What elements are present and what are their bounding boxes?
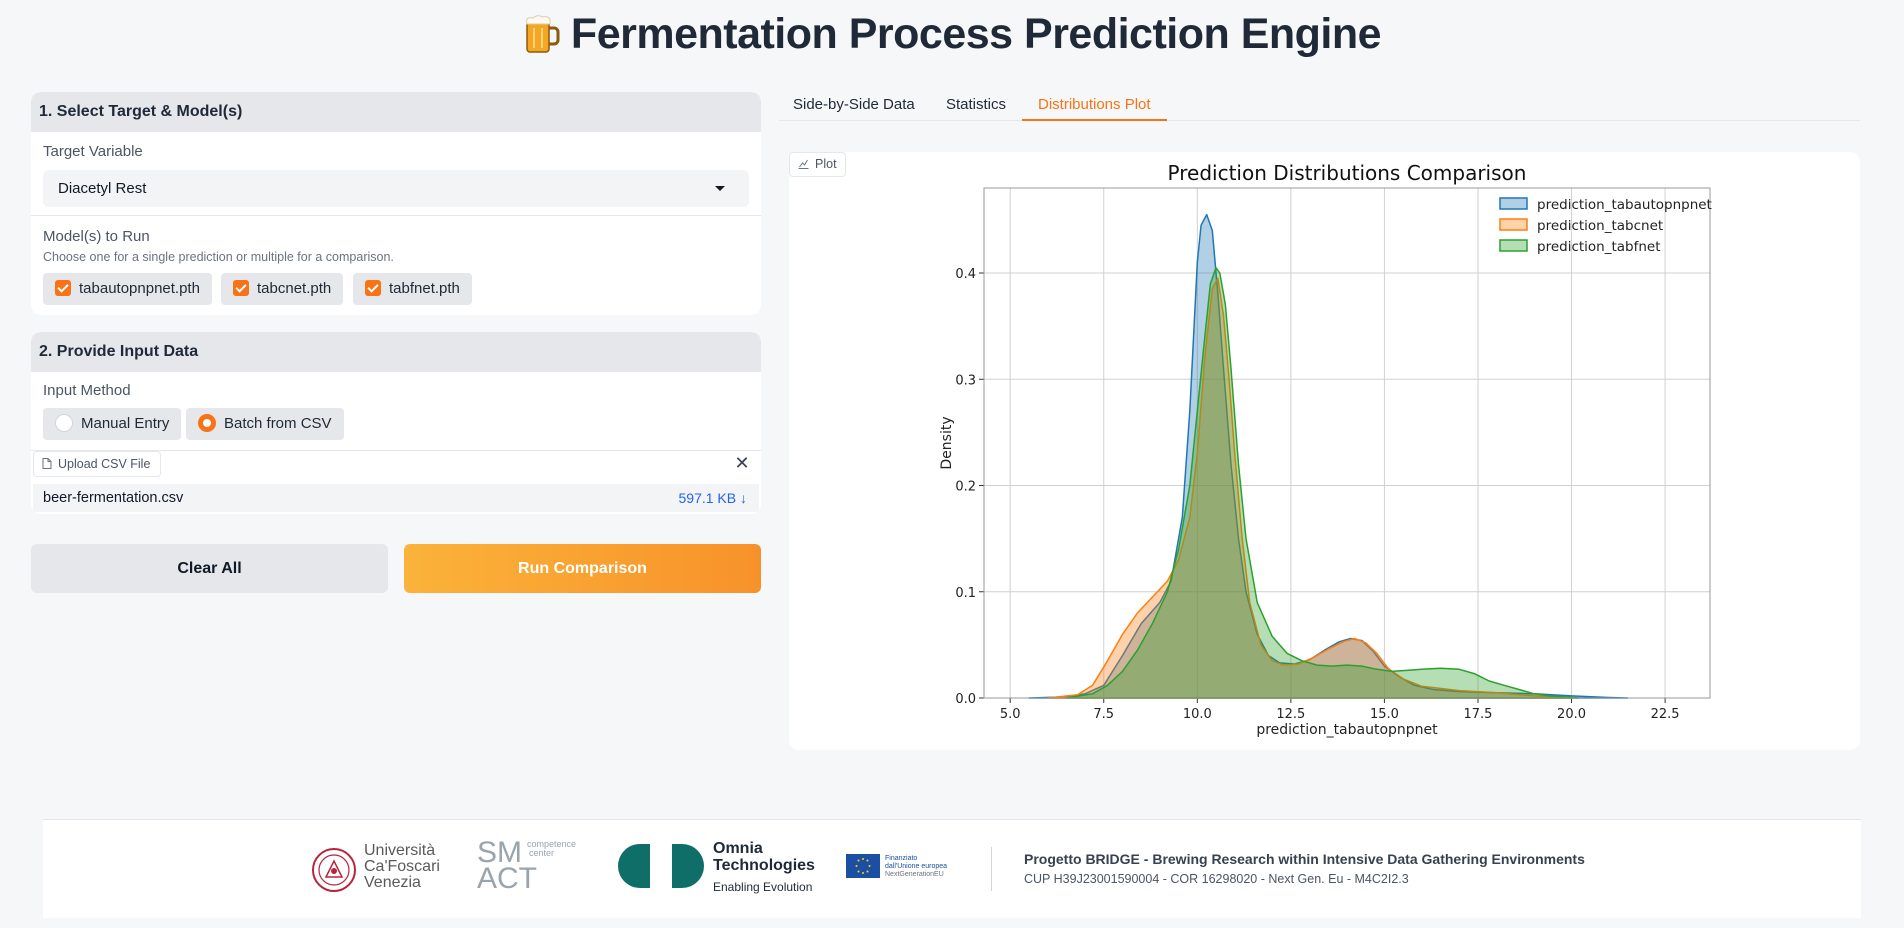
results-tabs: Side-by-Side Data Statistics Distributio…: [779, 88, 1860, 121]
y-tick-label: 0.0: [955, 692, 976, 707]
legend-label-2: prediction_tabcnet: [1537, 218, 1663, 234]
y-tick-label: 0.3: [955, 373, 976, 388]
tab-distributions-plot[interactable]: Distributions Plot: [1022, 96, 1167, 121]
models-label: Model(s) to Run: [43, 228, 150, 245]
eu-funding-text: Finanziato dall'Unione europea NextGener…: [885, 855, 948, 878]
x-tick-label: 20.0: [1557, 707, 1586, 722]
input-data-panel: 2. Provide Input Data Input Method Manua…: [31, 332, 761, 514]
target-variable-value: Diacetyl Rest: [58, 180, 147, 197]
select-target-model-panel: 1. Select Target & Model(s) Target Varia…: [31, 92, 761, 315]
chevron-down-icon: [715, 186, 725, 191]
x-tick-label: 22.5: [1651, 707, 1680, 722]
density-area-2: [1046, 277, 1573, 699]
radio-unselected-icon: [55, 414, 73, 432]
page-title: Fermentation Process Prediction Engine: [0, 10, 1904, 59]
chart-icon: [798, 159, 809, 169]
y-tick-label: 0.1: [955, 586, 976, 601]
omnia-tagline: Enabling Evolution: [713, 880, 813, 894]
radio-manual-entry[interactable]: Manual Entry: [43, 408, 182, 440]
smact-logo-text: SM ACT: [477, 836, 537, 895]
plot-badge: Plot: [789, 152, 846, 177]
checkbox-checked-icon: [55, 280, 71, 296]
density-area-1: [1028, 213, 1629, 699]
ca-foscari-logo-text: Università Ca'Foscari Venezia: [364, 842, 440, 891]
legend-label-3: prediction_tabfnet: [1537, 239, 1661, 255]
radio-batch-from-csv[interactable]: Batch from CSV: [186, 408, 344, 440]
legend-swatch-3: [1499, 239, 1528, 252]
x-axis-label: prediction_tabautopnpnet: [1256, 722, 1438, 738]
y-tick-label: 0.2: [955, 480, 976, 495]
file-size-download-link[interactable]: 597.1 KB ↓: [678, 490, 748, 506]
legend-label-1: prediction_tabautopnpnet: [1537, 197, 1712, 213]
ca-foscari-seal-icon: [312, 848, 356, 892]
x-tick-label: 12.5: [1276, 707, 1305, 722]
x-tick-label: 15.0: [1370, 707, 1399, 722]
beer-mug-icon: [526, 15, 560, 53]
checkbox-checked-icon: [233, 280, 249, 296]
plot-frame: [983, 187, 1711, 699]
project-codes: CUP H39J23001590004 - COR 16298020 - Nex…: [1024, 872, 1409, 886]
model-checkbox-tabcnet[interactable]: tabcnet.pth: [221, 273, 344, 305]
checkbox-checked-icon: [365, 280, 381, 296]
eu-flag-icon: [846, 854, 880, 878]
x-tick-label: 5.0: [1000, 707, 1021, 722]
plot-panel: Prediction Distributions Comparison 5.0 7.…: [789, 152, 1860, 750]
legend-swatch-1: [1499, 197, 1528, 210]
upload-csv-label[interactable]: Upload CSV File: [33, 451, 162, 477]
radio-selected-icon: [198, 414, 216, 432]
plot-frame-border: [983, 187, 1711, 699]
x-tick-label: 10.0: [1183, 707, 1212, 722]
footer: Università Ca'Foscari Venezia SM ACT com…: [43, 819, 1861, 918]
section2-header: 2. Provide Input Data: [31, 332, 761, 372]
y-tick-label: 0.4: [955, 267, 976, 282]
models-hint: Choose one for a single prediction or mu…: [43, 250, 394, 264]
target-variable-dropdown[interactable]: Diacetyl Rest: [43, 170, 749, 207]
x-tick-label: 17.5: [1464, 707, 1493, 722]
file-icon: [42, 458, 52, 469]
smact-tag: competence center: [527, 839, 577, 858]
footer-divider: [991, 847, 992, 891]
legend-swatch-2: [1499, 218, 1528, 231]
input-method-label: Input Method: [43, 382, 131, 399]
clear-file-close-icon[interactable]: ✕: [734, 453, 750, 473]
omnia-logo-icon: [618, 844, 704, 888]
density-area-3: [1065, 266, 1580, 699]
project-title: Progetto BRIDGE - Brewing Research withi…: [1024, 851, 1585, 867]
chart-title: Prediction Distributions Comparison: [1168, 161, 1527, 185]
tab-statistics[interactable]: Statistics: [946, 96, 1007, 113]
divider: [31, 450, 761, 451]
x-tick-label: 7.5: [1093, 707, 1114, 722]
y-axis-label: Density: [939, 416, 955, 469]
model-checkbox-tabautopnpnet[interactable]: tabautopnpnet.pth: [43, 273, 212, 305]
run-comparison-button[interactable]: Run Comparison: [404, 544, 761, 593]
uploaded-file-row: beer-fermentation.csv 597.1 KB ↓: [33, 484, 759, 512]
tab-side-by-side-data[interactable]: Side-by-Side Data: [793, 96, 915, 113]
target-variable-label: Target Variable: [43, 143, 143, 160]
divider: [31, 215, 761, 216]
clear-all-button[interactable]: Clear All: [31, 544, 388, 593]
file-name: beer-fermentation.csv: [43, 490, 184, 506]
model-checkbox-tabfnet[interactable]: tabfnet.pth: [353, 273, 472, 305]
section1-header: 1. Select Target & Model(s): [31, 92, 761, 132]
omnia-logo-text: Omnia Technologies: [713, 840, 815, 874]
distributions-chart: Prediction Distributions Comparison 5.0 7.…: [939, 161, 1712, 738]
